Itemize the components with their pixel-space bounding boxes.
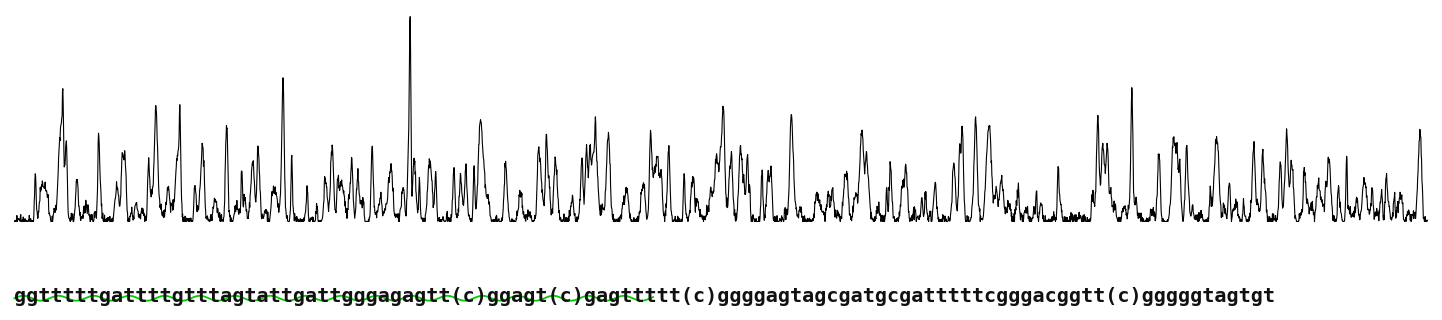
Text: ggtttttgattttgtttagtattgattgggagagtt(c)ggagt(c)gagttttt(c)ggggagtagcgatgcgattttt: ggtttttgattttgtttagtattgattgggagagtt(c)g… (14, 287, 1275, 306)
